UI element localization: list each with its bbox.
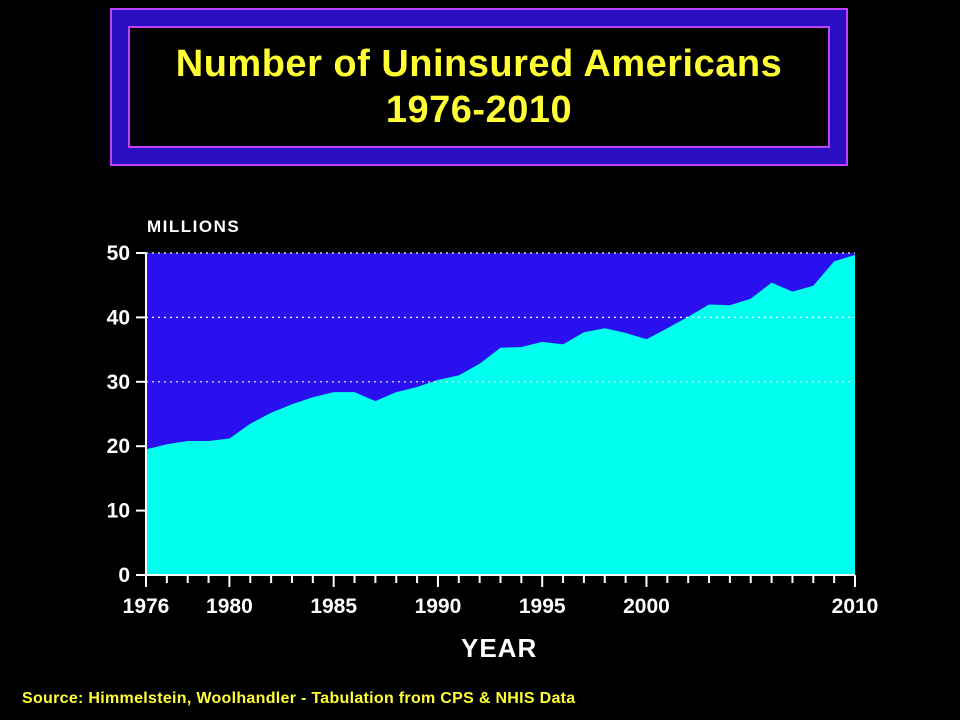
y-tick-label-30: 30 xyxy=(107,371,130,394)
y-tick-label-10: 10 xyxy=(107,500,130,523)
title-panel: Number of Uninsured Americans 1976-2010 xyxy=(128,26,830,148)
x-tick-label-1985: 1985 xyxy=(310,595,357,618)
y-tick-label-0: 0 xyxy=(118,564,130,587)
x-axis-label: YEAR xyxy=(461,633,538,663)
y-tick-label-20: 20 xyxy=(107,435,130,458)
y-axis-label: MILLIONS xyxy=(147,217,241,236)
uninsured-area xyxy=(146,254,855,575)
y-tick-label-50: 50 xyxy=(107,242,130,265)
x-tick-label-1995: 1995 xyxy=(519,595,566,618)
x-tick-label-2010: 2010 xyxy=(832,595,879,618)
x-tick-label-1980: 1980 xyxy=(206,595,253,618)
chart-title-line1: Number of Uninsured Americans xyxy=(175,43,783,85)
chart-title-line2: 1976-2010 xyxy=(385,89,573,131)
source-note: Source: Himmelstein, Woolhandler - Tabul… xyxy=(22,690,576,707)
y-tick-label-40: 40 xyxy=(107,306,130,329)
x-tick-label-1976: 1976 xyxy=(123,595,170,618)
x-tick-label-1990: 1990 xyxy=(415,595,462,618)
title-frame: Number of Uninsured Americans 1976-2010 xyxy=(110,8,848,166)
x-tick-label-2000: 2000 xyxy=(623,595,670,618)
